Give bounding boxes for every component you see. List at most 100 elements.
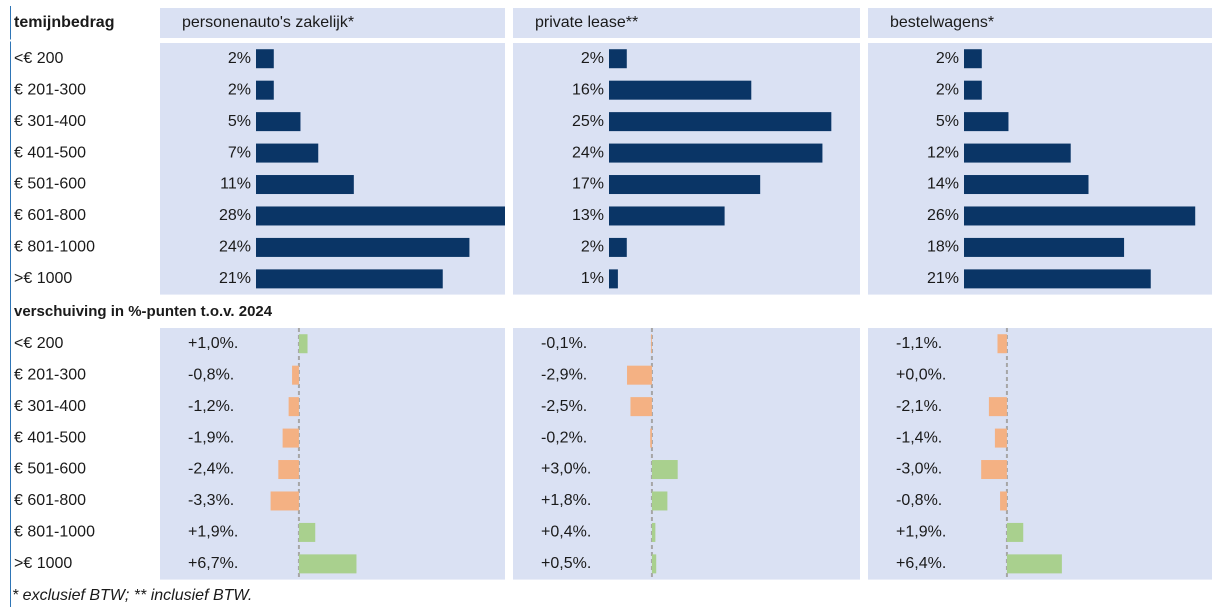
bar bbox=[964, 206, 1196, 226]
bar bbox=[994, 428, 1007, 448]
bar bbox=[651, 554, 657, 574]
row-label: € 601-800 bbox=[14, 207, 86, 224]
bar bbox=[964, 49, 982, 69]
value-label: 5% bbox=[936, 113, 959, 130]
value-label: 7% bbox=[228, 144, 251, 161]
value-label: -0,2%. bbox=[541, 429, 587, 446]
row-label: € 601-800 bbox=[14, 492, 86, 509]
bar bbox=[981, 460, 1007, 480]
value-label: +1,0%. bbox=[188, 335, 238, 352]
value-label: 5% bbox=[228, 113, 251, 130]
bar bbox=[609, 49, 627, 69]
bar bbox=[256, 143, 319, 163]
bar bbox=[651, 334, 652, 354]
value-label: 12% bbox=[927, 144, 959, 161]
row-label: € 201-300 bbox=[14, 366, 86, 383]
value-label: -3,0%. bbox=[896, 461, 942, 478]
panel-title: private lease** bbox=[535, 14, 638, 31]
bar bbox=[609, 175, 761, 195]
bar bbox=[292, 365, 299, 385]
value-label: 11% bbox=[220, 176, 251, 193]
value-label: +3,0%. bbox=[541, 461, 591, 478]
section-title: verschuiving in %-punten t.o.v. 2024 bbox=[14, 303, 273, 320]
bar bbox=[650, 428, 652, 448]
row-label: € 301-400 bbox=[14, 398, 86, 415]
bar bbox=[651, 460, 678, 480]
value-label: -1,2%. bbox=[188, 398, 234, 415]
bar bbox=[282, 428, 299, 448]
header-cell bbox=[160, 8, 505, 38]
bar bbox=[256, 80, 274, 100]
row-label: <€ 200 bbox=[14, 50, 63, 67]
value-label: +6,7%. bbox=[188, 555, 238, 572]
row-label: € 401-500 bbox=[14, 144, 86, 161]
value-label: 13% bbox=[572, 207, 604, 224]
bar bbox=[964, 269, 1151, 289]
value-label: 2% bbox=[936, 50, 959, 67]
bar bbox=[256, 206, 505, 226]
bar bbox=[609, 269, 618, 289]
bar bbox=[964, 112, 1009, 132]
bar bbox=[256, 237, 470, 257]
bar bbox=[964, 80, 982, 100]
bar bbox=[609, 237, 627, 257]
value-label: 24% bbox=[572, 144, 604, 161]
value-label: -2,5%. bbox=[541, 398, 587, 415]
bar bbox=[609, 143, 823, 163]
footnote: * exclusief BTW; ** inclusief BTW. bbox=[12, 587, 252, 604]
value-label: 2% bbox=[936, 81, 959, 98]
value-label: -1,1%. bbox=[896, 335, 942, 352]
bar bbox=[278, 460, 299, 480]
bar bbox=[964, 237, 1125, 257]
bar bbox=[609, 206, 725, 226]
bar bbox=[1000, 491, 1007, 511]
value-label: +1,9%. bbox=[896, 524, 946, 541]
row-label: <€ 200 bbox=[14, 335, 63, 352]
bar bbox=[627, 365, 652, 385]
value-label: +6,4%. bbox=[896, 555, 946, 572]
bar bbox=[988, 397, 1007, 417]
header-cell bbox=[513, 8, 860, 38]
value-label: +0,0%. bbox=[896, 366, 946, 383]
value-label: 24% bbox=[219, 239, 251, 256]
bar bbox=[288, 397, 299, 417]
bar bbox=[298, 554, 357, 574]
bar bbox=[256, 175, 354, 195]
value-label: 21% bbox=[219, 270, 251, 287]
value-label: +1,8%. bbox=[541, 492, 591, 509]
bar bbox=[270, 491, 299, 511]
value-label: -1,9%. bbox=[188, 429, 234, 446]
row-header: temijnbedrag bbox=[14, 14, 114, 31]
panel-background bbox=[513, 328, 860, 580]
header-cell bbox=[868, 8, 1212, 38]
bar bbox=[298, 334, 308, 354]
row-label: € 201-300 bbox=[14, 81, 86, 98]
bar bbox=[1006, 522, 1024, 542]
panel-title: personenauto's zakelijk* bbox=[182, 14, 354, 31]
value-label: -2,4%. bbox=[188, 461, 234, 478]
value-label: 21% bbox=[927, 270, 959, 287]
bar bbox=[256, 49, 274, 69]
bar bbox=[964, 175, 1089, 195]
value-label: -0,8%. bbox=[896, 492, 942, 509]
value-label: -2,1%. bbox=[896, 398, 942, 415]
panel-title: bestelwagens* bbox=[890, 14, 994, 31]
panel-background bbox=[868, 328, 1212, 580]
row-label: € 801-1000 bbox=[14, 239, 95, 256]
row-label: € 501-600 bbox=[14, 176, 86, 193]
value-label: -0,8%. bbox=[188, 366, 234, 383]
row-label: € 401-500 bbox=[14, 429, 86, 446]
value-label: 25% bbox=[572, 113, 604, 130]
value-label: 14% bbox=[927, 176, 959, 193]
bar bbox=[997, 334, 1007, 354]
value-label: 2% bbox=[581, 50, 604, 67]
bar bbox=[609, 112, 832, 132]
row-label: € 801-1000 bbox=[14, 524, 95, 541]
value-label: 1% bbox=[581, 270, 604, 287]
value-label: -2,9%. bbox=[541, 366, 587, 383]
row-label: >€ 1000 bbox=[14, 270, 72, 287]
value-label: 18% bbox=[927, 239, 959, 256]
bar bbox=[298, 522, 316, 542]
panel-background bbox=[160, 328, 505, 580]
